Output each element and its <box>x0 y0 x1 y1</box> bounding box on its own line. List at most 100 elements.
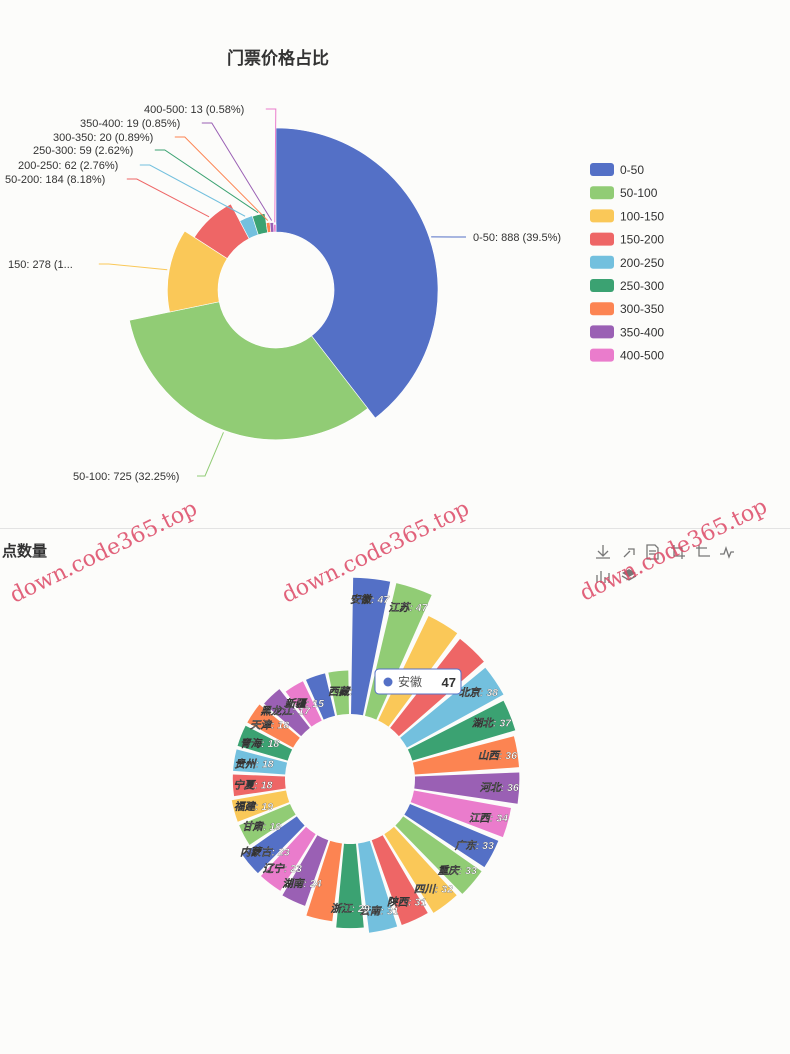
pie-slice-350-400[interactable] <box>269 222 275 233</box>
polar-bar-19[interactable] <box>239 804 296 845</box>
bar-chart-icon[interactable] <box>596 571 610 583</box>
polar-bar-27[interactable] <box>305 673 336 720</box>
label-line-150-200 <box>126 178 210 218</box>
polar-bar-23[interactable] <box>237 725 293 761</box>
slice-label-0-50: 0-50: 888 (39.5%) <box>473 232 561 244</box>
legend-swatch[interactable] <box>590 279 614 292</box>
download-icon[interactable] <box>596 545 610 559</box>
label-line-250-300 <box>154 149 259 214</box>
polar-bar-label-24: 天津: 18 <box>250 718 289 731</box>
pie-slice-50-100[interactable] <box>129 301 369 440</box>
legend-swatch[interactable] <box>590 209 614 223</box>
tooltip-name: 安徽 <box>398 674 422 689</box>
polar-bar-16[interactable] <box>282 835 329 906</box>
legend-swatch[interactable] <box>590 302 614 316</box>
polar-bar-label-19: 甘肃: 19 <box>242 820 281 833</box>
polar-bar-14[interactable] <box>336 843 364 929</box>
label-line-350-400 <box>201 122 273 221</box>
chart-title: 点数量 <box>2 543 48 560</box>
polar-bar-label-18: 内蒙古: 23 <box>240 845 290 858</box>
polar-bar-6[interactable] <box>412 736 519 775</box>
label-line-300-350 <box>174 136 269 221</box>
polar-bar-label-25: 黑龙江: 17 <box>260 705 311 718</box>
pie-slice-100-150[interactable] <box>167 230 228 313</box>
polar-bar-label-17: 辽宁: 23 <box>263 862 302 875</box>
line-chart-icon[interactable] <box>720 545 734 559</box>
polar-bar-7[interactable] <box>414 772 520 804</box>
slice-label-100-150: 150: 278 (1... <box>8 259 73 271</box>
slice-label-250-300: 250-300: 59 (2.62%) <box>33 145 133 157</box>
legend-item-50-100[interactable]: 50-100 <box>620 186 658 200</box>
polar-bar-18[interactable] <box>242 816 305 874</box>
slice-label-150-200: 50-200: 184 (8.18%) <box>5 174 105 186</box>
polar-bar-label-1: 江苏: 47 <box>388 601 428 614</box>
slice-label-350-400: 350-400: 19 (0.85%) <box>80 118 180 130</box>
label-line-100-150 <box>98 263 168 271</box>
polar-bar-0[interactable] <box>351 577 391 716</box>
polar-bar-17[interactable] <box>260 826 316 891</box>
tooltip-box <box>374 668 462 695</box>
rose-pie-svg: 0-50: 888 (39.5%) 50-100: 725 (32.25%) 150… <box>5 104 664 483</box>
chart-toolbox <box>596 544 734 583</box>
ticket-price-chart: 门票价格占比 0-50: 888 (39.5%) 50-100: 725 (32.… <box>5 49 664 483</box>
legend-swatch[interactable] <box>590 186 614 200</box>
polar-bar-28[interactable] <box>328 670 349 716</box>
polar-bar-21[interactable] <box>232 774 286 797</box>
polar-bar-5[interactable] <box>407 700 516 761</box>
polar-bar-12[interactable] <box>371 835 428 925</box>
label-line-50-100 <box>197 432 224 477</box>
data-view-icon[interactable] <box>646 544 659 560</box>
polar-bar-label-26: 新疆: 15 <box>285 697 324 710</box>
polar-bar-label-28: 西藏: <box>328 685 353 698</box>
polar-bar-15[interactable] <box>306 840 342 922</box>
polar-bar-label-21: 宁夏: 18 <box>233 778 272 791</box>
slice-label-200-250: 200-250: 62 (2.76%) <box>18 160 118 172</box>
province-count-chart: 点数量 <box>0 529 790 1054</box>
polar-bar-8[interactable] <box>410 790 512 838</box>
stack-icon[interactable] <box>621 569 637 581</box>
legend-item-400-500[interactable]: 400-500 <box>620 349 664 363</box>
polar-bar-13[interactable] <box>358 840 398 933</box>
polar-bar-4[interactable] <box>400 667 504 748</box>
pie-slice-150-200[interactable] <box>193 203 250 259</box>
legend-swatch[interactable] <box>590 325 614 339</box>
label-line-200-250 <box>139 164 246 217</box>
legend-item-100-150[interactable]: 100-150 <box>620 209 664 223</box>
polar-bar-label-13: 云南: 31 <box>359 905 398 918</box>
zoom-icon[interactable] <box>623 548 635 558</box>
legend: 0-50 50-100 100-150 150-200 200-250 250-300 30… <box>590 163 664 363</box>
polar-bar-22[interactable] <box>233 749 288 775</box>
polar-bar-label-22: 贵州: 18 <box>235 757 274 770</box>
polar-bar-25[interactable] <box>264 689 310 737</box>
polar-bar-label-12: 陕西: 31 <box>387 895 426 908</box>
polar-bar-11[interactable] <box>384 826 457 913</box>
crop-icon[interactable] <box>671 545 685 559</box>
pie-slice-0-50[interactable] <box>275 127 439 419</box>
polar-bar-9[interactable] <box>404 804 499 868</box>
legend-swatch[interactable] <box>590 348 614 362</box>
polar-bar-10[interactable] <box>395 816 482 894</box>
legend-item-350-400[interactable]: 350-400 <box>620 325 664 339</box>
section-divider <box>0 528 790 529</box>
polar-bar-label-5: 湖北: 37 <box>472 718 512 730</box>
polar-bar-20[interactable] <box>231 790 290 822</box>
slice-label-50-100: 50-100: 725 (32.25%) <box>73 471 179 483</box>
legend-item-150-200[interactable]: 150-200 <box>620 233 664 247</box>
legend-swatch[interactable] <box>590 232 614 246</box>
legend-swatch[interactable] <box>590 255 614 269</box>
legend-item-300-350[interactable]: 300-350 <box>620 302 664 316</box>
polar-bar-label-7: 河北: 36 <box>480 782 519 794</box>
polar-bar-24[interactable] <box>247 704 300 748</box>
chart-title: 门票价格占比 <box>227 49 329 68</box>
polar-bar-label-8: 江西: 34 <box>469 812 508 824</box>
polar-bar-26[interactable] <box>285 681 322 727</box>
polar-bar-label-11: 四川: 32 <box>414 884 453 896</box>
pie-slice-400-500[interactable] <box>273 224 277 233</box>
legend-item-200-250[interactable]: 200-250 <box>620 256 664 270</box>
restore-icon[interactable] <box>696 545 710 557</box>
legend-item-0-50[interactable]: 0-50 <box>620 163 644 177</box>
legend-item-250-300[interactable]: 250-300 <box>620 279 664 293</box>
legend-swatch[interactable] <box>590 163 614 176</box>
polar-bar-label-20: 福建: 19 <box>234 800 273 813</box>
